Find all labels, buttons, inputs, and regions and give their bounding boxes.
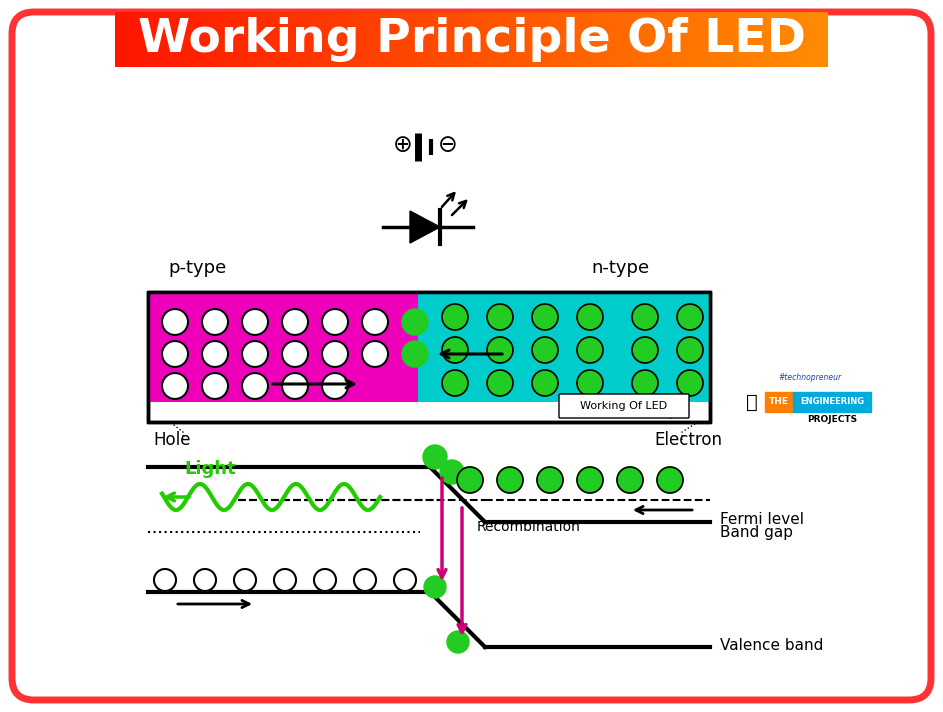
- FancyBboxPatch shape: [12, 12, 931, 700]
- Circle shape: [242, 341, 268, 367]
- Circle shape: [447, 631, 469, 653]
- Circle shape: [577, 337, 603, 363]
- Text: Valence band: Valence band: [720, 637, 823, 652]
- Circle shape: [202, 373, 228, 399]
- Text: ⊕: ⊕: [393, 133, 413, 157]
- Circle shape: [162, 373, 188, 399]
- Circle shape: [577, 467, 603, 493]
- Bar: [148, 292, 710, 422]
- Text: #technopreneur: #technopreneur: [778, 374, 841, 382]
- Text: Working Of LED: Working Of LED: [581, 401, 668, 411]
- Circle shape: [532, 370, 558, 396]
- Circle shape: [202, 341, 228, 367]
- Bar: [148, 292, 710, 422]
- Circle shape: [577, 304, 603, 330]
- Circle shape: [677, 370, 703, 396]
- Circle shape: [532, 337, 558, 363]
- Text: p-type: p-type: [169, 259, 227, 277]
- Circle shape: [632, 337, 658, 363]
- Text: THE: THE: [769, 397, 789, 407]
- Circle shape: [274, 569, 296, 591]
- Circle shape: [487, 337, 513, 363]
- Circle shape: [322, 373, 348, 399]
- Circle shape: [440, 460, 464, 484]
- Text: n-type: n-type: [591, 259, 649, 277]
- Circle shape: [322, 341, 348, 367]
- Circle shape: [314, 569, 336, 591]
- Circle shape: [394, 569, 416, 591]
- Circle shape: [402, 309, 428, 335]
- Circle shape: [322, 309, 348, 335]
- Circle shape: [424, 576, 446, 598]
- Circle shape: [617, 467, 643, 493]
- FancyBboxPatch shape: [559, 394, 689, 418]
- Text: Band gap: Band gap: [720, 525, 793, 540]
- Text: Recombination: Recombination: [477, 520, 581, 534]
- Circle shape: [532, 304, 558, 330]
- Circle shape: [423, 445, 447, 469]
- Text: Fermi level: Fermi level: [720, 513, 804, 528]
- Circle shape: [402, 341, 428, 367]
- Circle shape: [442, 337, 468, 363]
- Text: Working Principle Of LED: Working Principle Of LED: [138, 17, 805, 62]
- Circle shape: [442, 304, 468, 330]
- Circle shape: [162, 341, 188, 367]
- Text: Light: Light: [184, 460, 236, 478]
- Text: ENGINEERING: ENGINEERING: [800, 397, 864, 407]
- Circle shape: [194, 569, 216, 591]
- Text: Electron: Electron: [654, 431, 722, 449]
- Circle shape: [362, 309, 388, 335]
- Circle shape: [577, 370, 603, 396]
- Circle shape: [154, 569, 176, 591]
- Polygon shape: [410, 211, 440, 243]
- Circle shape: [354, 569, 376, 591]
- Circle shape: [632, 304, 658, 330]
- Bar: [765, 392, 793, 412]
- Circle shape: [202, 309, 228, 335]
- Circle shape: [442, 370, 468, 396]
- Circle shape: [677, 337, 703, 363]
- Circle shape: [242, 309, 268, 335]
- Circle shape: [234, 569, 256, 591]
- Circle shape: [657, 467, 683, 493]
- Circle shape: [282, 309, 308, 335]
- Circle shape: [282, 341, 308, 367]
- Text: 🤖: 🤖: [746, 392, 758, 412]
- Circle shape: [632, 370, 658, 396]
- Circle shape: [537, 467, 563, 493]
- Text: Hole: Hole: [153, 431, 190, 449]
- Circle shape: [457, 467, 483, 493]
- Circle shape: [162, 309, 188, 335]
- Circle shape: [677, 304, 703, 330]
- Text: PROJECTS: PROJECTS: [807, 416, 857, 424]
- Text: ⊖: ⊖: [438, 133, 458, 157]
- Bar: [793, 392, 871, 412]
- Bar: [148, 292, 418, 402]
- Bar: [418, 292, 710, 402]
- Circle shape: [282, 373, 308, 399]
- Circle shape: [242, 373, 268, 399]
- Circle shape: [497, 467, 523, 493]
- Circle shape: [487, 304, 513, 330]
- Circle shape: [487, 370, 513, 396]
- Circle shape: [362, 341, 388, 367]
